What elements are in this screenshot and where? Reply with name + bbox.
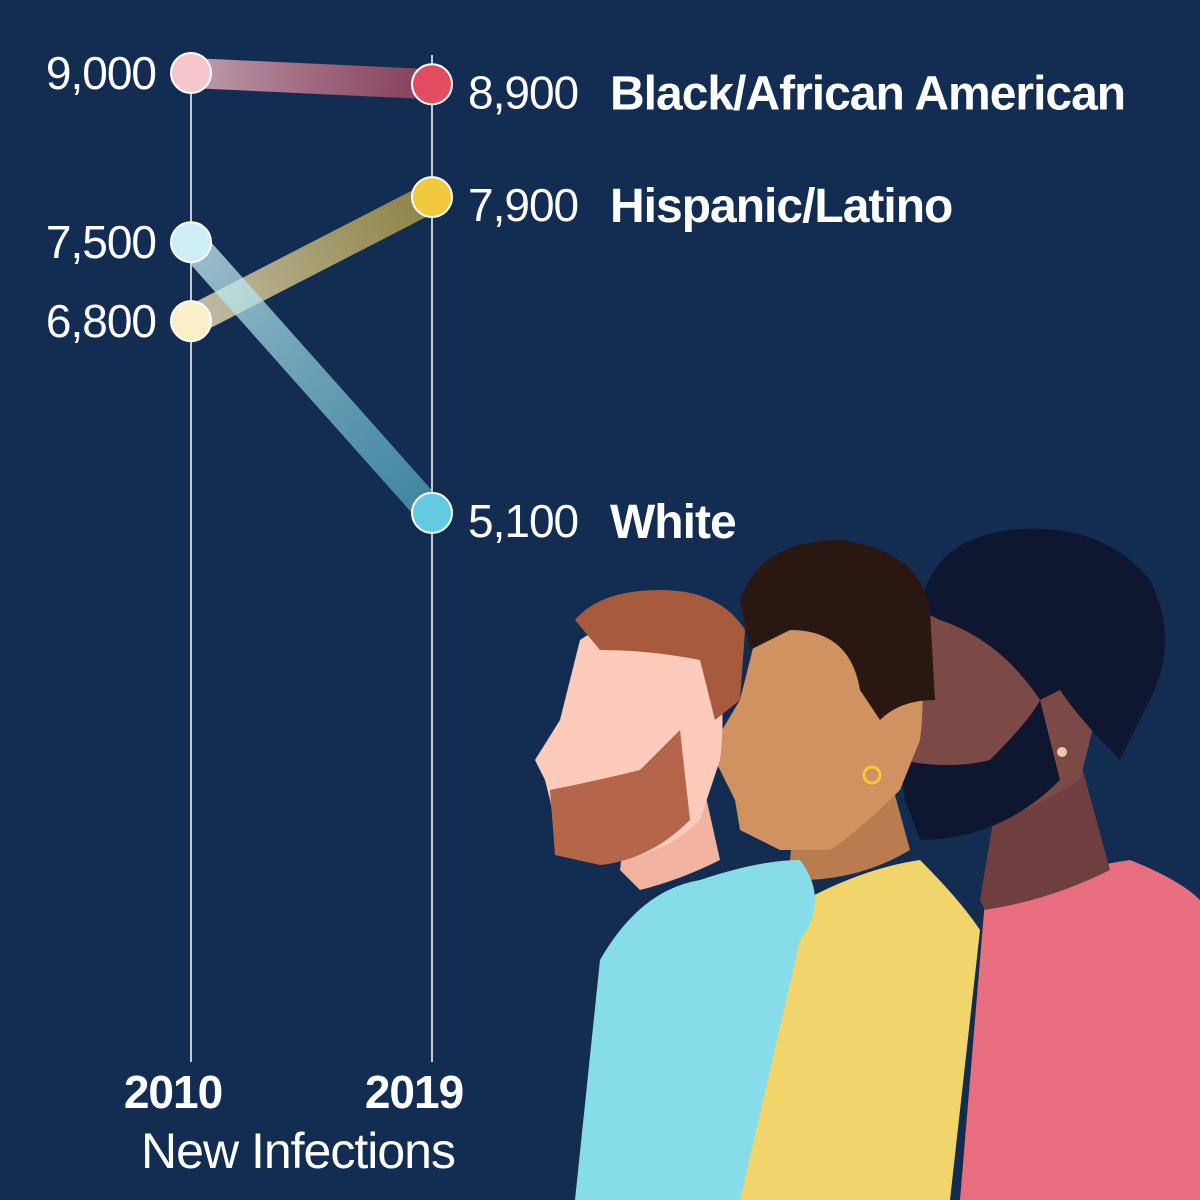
value-label-2019: 7,900 [468, 179, 578, 231]
value-label-2010: 6,800 [46, 295, 156, 347]
slope-line [190, 58, 433, 100]
data-point [170, 300, 212, 343]
data-point [411, 491, 453, 534]
slope-line [179, 232, 444, 523]
people-illustration [535, 528, 1200, 1200]
year-label-2019: 2019 [365, 1066, 463, 1118]
data-point [170, 221, 212, 264]
series-name: White [610, 496, 736, 549]
series-name: Hispanic/Latino [610, 180, 952, 233]
series-name: Black/African American [610, 67, 1125, 120]
data-point [411, 176, 453, 219]
data-point [411, 63, 453, 106]
year-label-2010: 2010 [124, 1066, 222, 1118]
value-label-2019: 8,900 [468, 66, 578, 118]
x-axis-label: New Infections [141, 1123, 455, 1179]
value-label-2010: 7,500 [46, 216, 156, 268]
data-point [170, 52, 212, 94]
value-label-2019: 5,100 [468, 495, 578, 547]
value-label-2010: 9,000 [46, 47, 156, 99]
